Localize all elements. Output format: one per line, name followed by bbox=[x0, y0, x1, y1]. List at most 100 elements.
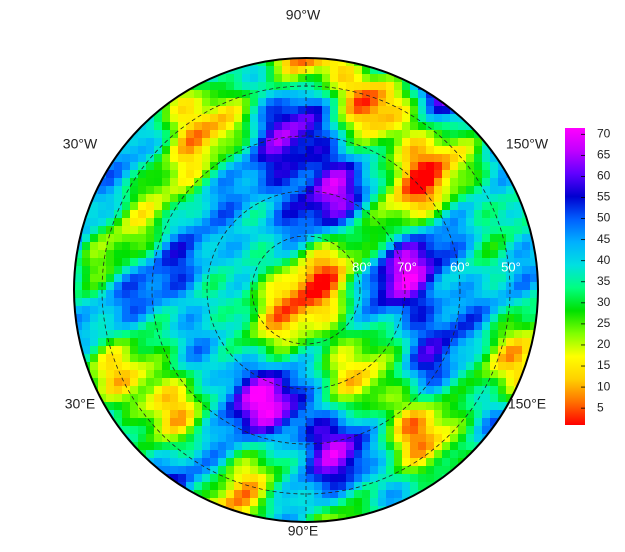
raster-cell bbox=[194, 154, 202, 162]
raster-cell bbox=[210, 122, 218, 130]
raster-cell bbox=[362, 506, 370, 514]
raster-cell bbox=[338, 106, 346, 114]
raster-cell bbox=[266, 370, 274, 378]
raster-cell bbox=[338, 394, 346, 402]
raster-cell bbox=[250, 490, 258, 498]
raster-cell bbox=[402, 370, 410, 378]
raster-cell bbox=[322, 250, 330, 258]
raster-cell bbox=[394, 410, 402, 418]
raster-cell bbox=[202, 290, 210, 298]
raster-cell bbox=[474, 402, 482, 410]
raster-cell bbox=[362, 98, 370, 106]
raster-cell bbox=[394, 306, 402, 314]
raster-cell bbox=[194, 346, 202, 354]
raster-cell bbox=[370, 186, 378, 194]
raster-cell bbox=[506, 306, 514, 314]
raster-cell bbox=[338, 282, 346, 290]
raster-cell bbox=[258, 378, 266, 386]
raster-cell bbox=[466, 314, 474, 322]
raster-cell bbox=[290, 450, 298, 458]
raster-cell bbox=[154, 434, 162, 442]
raster-cell bbox=[458, 226, 466, 234]
raster-cell bbox=[114, 266, 122, 274]
raster-cell bbox=[314, 290, 322, 298]
raster-cell bbox=[178, 138, 186, 146]
raster-cell bbox=[74, 298, 82, 306]
raster-cell bbox=[234, 90, 242, 98]
raster-cell bbox=[442, 114, 450, 122]
raster-cell bbox=[346, 274, 354, 282]
raster-cell bbox=[250, 250, 258, 258]
raster-cell bbox=[506, 250, 514, 258]
raster-cell bbox=[354, 450, 362, 458]
raster-cell bbox=[418, 242, 426, 250]
raster-cell bbox=[170, 402, 178, 410]
raster-cell bbox=[514, 354, 522, 362]
raster-cell bbox=[154, 154, 162, 162]
raster-cell bbox=[370, 234, 378, 242]
raster-cell bbox=[466, 386, 474, 394]
raster-cell bbox=[466, 346, 474, 354]
raster-cell bbox=[162, 290, 170, 298]
raster-cell bbox=[82, 378, 90, 386]
raster-cell bbox=[458, 450, 466, 458]
raster-cell bbox=[450, 162, 458, 170]
raster-cell bbox=[490, 202, 498, 210]
raster-cell bbox=[258, 114, 266, 122]
raster-cell bbox=[250, 178, 258, 186]
raster-cell bbox=[458, 394, 466, 402]
raster-cell bbox=[282, 66, 290, 74]
raster-cell bbox=[386, 498, 394, 506]
raster-cell bbox=[434, 314, 442, 322]
raster-cell bbox=[386, 106, 394, 114]
raster-cell bbox=[226, 290, 234, 298]
raster-cell bbox=[378, 266, 386, 274]
raster-cell bbox=[282, 242, 290, 250]
raster-cell bbox=[370, 378, 378, 386]
raster-cell bbox=[210, 442, 218, 450]
raster-cell bbox=[354, 498, 362, 506]
raster-cell bbox=[186, 290, 194, 298]
raster-cell bbox=[378, 98, 386, 106]
raster-cell bbox=[114, 178, 122, 186]
raster-cell bbox=[130, 290, 138, 298]
raster-cell bbox=[458, 170, 466, 178]
raster-cell bbox=[250, 290, 258, 298]
raster-cell bbox=[314, 298, 322, 306]
raster-cell bbox=[274, 306, 282, 314]
raster-cell bbox=[330, 290, 338, 298]
raster-cell bbox=[210, 346, 218, 354]
raster-cell bbox=[90, 234, 98, 242]
raster-cell bbox=[114, 378, 122, 386]
raster-cell bbox=[418, 298, 426, 306]
raster-cell bbox=[482, 250, 490, 258]
raster-cell bbox=[506, 242, 514, 250]
raster-cell bbox=[242, 338, 250, 346]
raster-cell bbox=[186, 122, 194, 130]
raster-cell bbox=[322, 418, 330, 426]
raster-cell bbox=[498, 402, 506, 410]
raster-cell bbox=[162, 306, 170, 314]
raster-cell bbox=[346, 74, 354, 82]
raster-cell bbox=[266, 490, 274, 498]
raster-cell bbox=[410, 266, 418, 274]
raster-cell bbox=[330, 418, 338, 426]
raster-cell bbox=[322, 290, 330, 298]
raster-cell bbox=[314, 82, 322, 90]
raster-cell bbox=[418, 250, 426, 258]
raster-cell bbox=[82, 218, 90, 226]
raster-cell bbox=[154, 202, 162, 210]
raster-cell bbox=[378, 306, 386, 314]
raster-cell bbox=[234, 258, 242, 266]
raster-cell bbox=[130, 258, 138, 266]
raster-cell bbox=[162, 266, 170, 274]
raster-cell bbox=[466, 258, 474, 266]
raster-cell bbox=[234, 122, 242, 130]
raster-cell bbox=[314, 514, 322, 522]
raster-cell bbox=[498, 218, 506, 226]
raster-cell bbox=[330, 194, 338, 202]
raster-cell bbox=[194, 338, 202, 346]
raster-cell bbox=[266, 434, 274, 442]
raster-cell bbox=[314, 370, 322, 378]
raster-cell bbox=[186, 114, 194, 122]
